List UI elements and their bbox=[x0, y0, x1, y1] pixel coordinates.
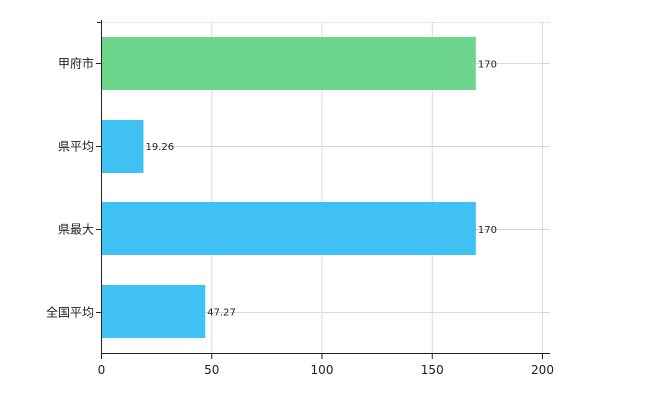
category-label-3: 全国平均 bbox=[46, 305, 94, 320]
bar-3 bbox=[102, 285, 206, 338]
x-tick-label-2: 100 bbox=[311, 363, 334, 377]
category-label-2: 県最大 bbox=[58, 223, 94, 237]
x-tick-label-3: 150 bbox=[421, 363, 444, 377]
bar-value-label-2: 170 bbox=[478, 225, 497, 236]
x-tick-label-0: 0 bbox=[98, 363, 106, 377]
category-label-1: 県平均 bbox=[58, 140, 94, 154]
bar-value-label-0: 170 bbox=[478, 59, 497, 70]
bar-2 bbox=[102, 202, 476, 255]
bars bbox=[102, 37, 476, 338]
axes bbox=[96, 20, 550, 359]
bar-value-label-3: 47.27 bbox=[207, 308, 236, 319]
bar-0 bbox=[102, 37, 476, 90]
x-tick-label-4: 200 bbox=[531, 363, 554, 377]
category-label-0: 甲府市 bbox=[58, 56, 94, 71]
bar-value-label-1: 19.26 bbox=[145, 142, 174, 153]
x-tick-label-1: 50 bbox=[204, 363, 219, 377]
bar-1 bbox=[102, 120, 144, 173]
